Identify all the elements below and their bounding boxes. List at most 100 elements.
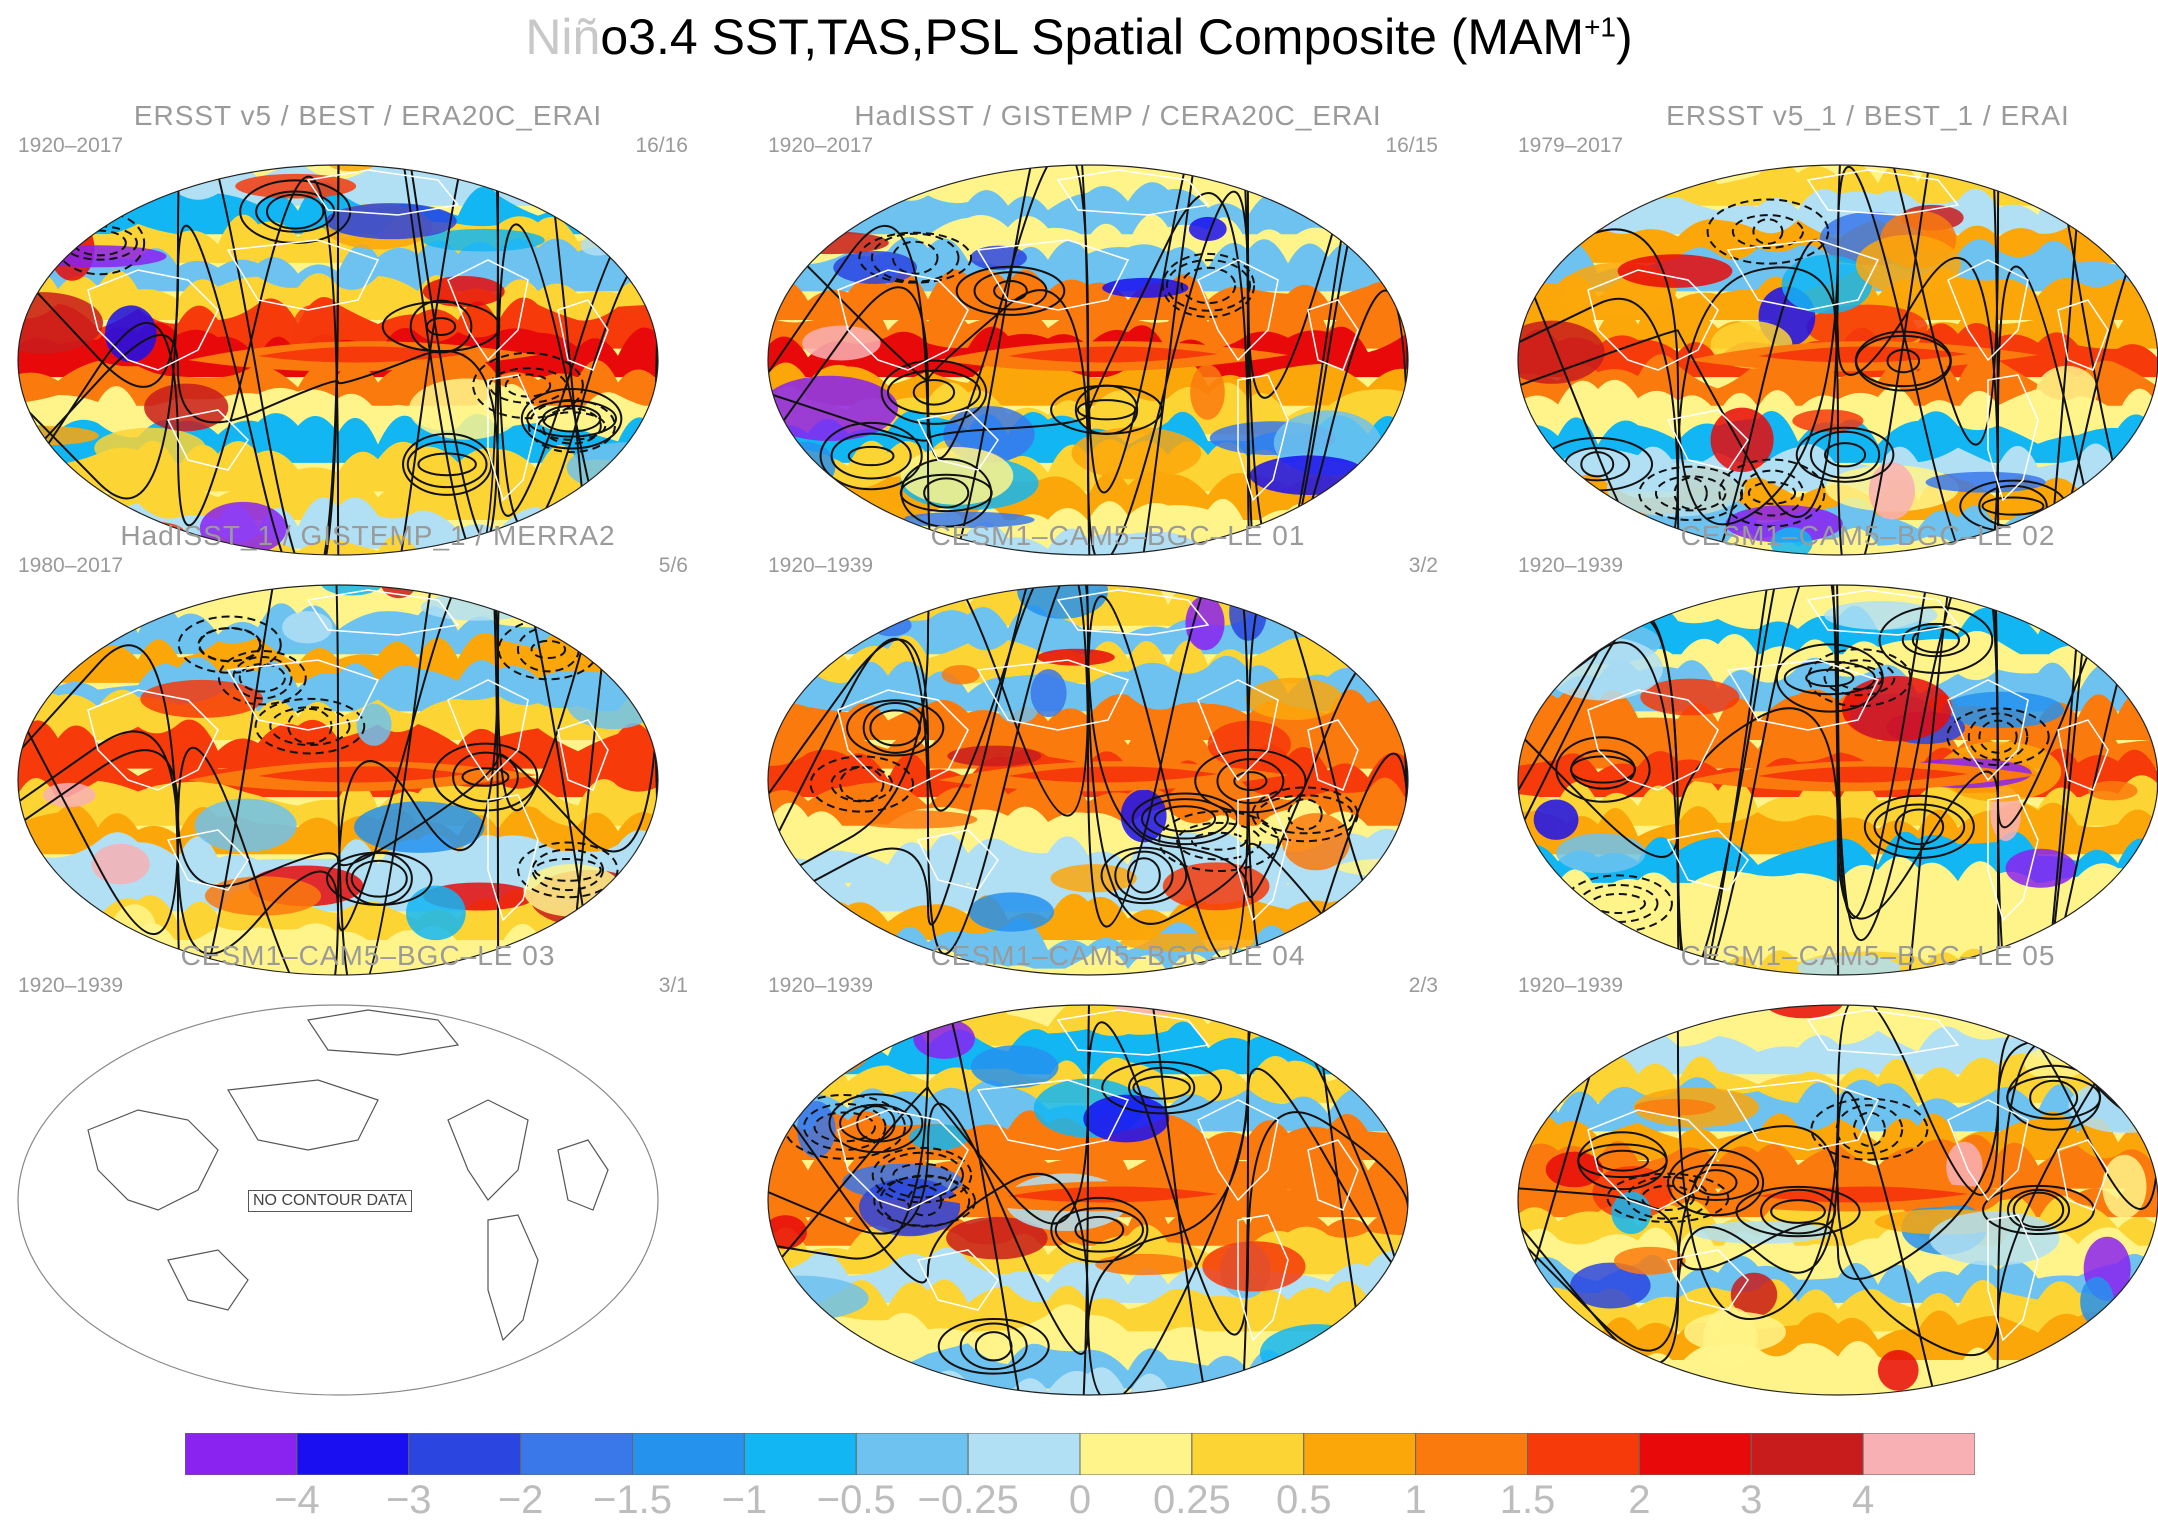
psl-contour [1739, 469, 1805, 517]
map-outline [17, 1004, 659, 1396]
coastline [1666, 829, 1749, 891]
field-anomaly-blob [1770, 527, 1813, 555]
colorbar-tick-label: 1 [1404, 1478, 1427, 1522]
psl-contour [406, 440, 488, 489]
field-anomaly-blob [1611, 1191, 1652, 1235]
panel-years: 1920–1939 [768, 974, 874, 997]
coastline [166, 409, 249, 471]
field-anomaly-blob [1634, 1098, 1716, 1116]
coastline [226, 239, 380, 311]
colorbar-tick-label: 4 [1852, 1478, 1875, 1522]
psl-contour-line [1518, 165, 2158, 555]
psl-contour [1127, 857, 1161, 894]
field-anomaly-blob [1518, 643, 1561, 676]
field-anomaly-blob [1684, 1311, 1786, 1353]
field-anomaly-blob [420, 593, 535, 621]
psl-contour [1809, 430, 1881, 479]
coastline [557, 719, 609, 791]
coastline [1666, 1249, 1749, 1311]
robinson-map [1517, 1004, 2158, 1396]
coastline [557, 1139, 609, 1211]
coastline [487, 1214, 539, 1342]
coastline [1987, 1214, 2039, 1342]
coastline [1726, 1079, 1880, 1151]
field-anomaly-blob [1188, 216, 1227, 242]
coastline [306, 589, 460, 636]
colorbar-swatch [1079, 1433, 1193, 1475]
field-anomaly-blob [1120, 933, 1256, 952]
field-anomaly-blob [1518, 320, 1605, 384]
figure-title: Niño3.4 SST,TAS,PSL Spatial Composite (M… [0, 8, 2158, 66]
robinson-map [767, 164, 1409, 556]
field-band [1518, 411, 2158, 463]
psl-contour [1718, 458, 1826, 528]
psl-contour [1706, 198, 1830, 265]
map-outline [1517, 164, 2158, 556]
psl-contour [1100, 846, 1188, 905]
psl-contour [1233, 771, 1268, 791]
psl-contour [1823, 659, 1896, 697]
field-anomaly-blob [2036, 365, 2098, 417]
panel-years: 1920–1939 [18, 974, 124, 997]
field-anomaly-blob [1730, 1272, 1778, 1317]
field-anomaly-blob [941, 665, 980, 685]
map-outline [767, 164, 1409, 556]
psl-contour [809, 755, 914, 813]
field-anomaly-blob [1824, 600, 1938, 630]
robinson-map [1517, 164, 2158, 556]
coastline [487, 794, 539, 922]
colorbar-tick-label: −0.5 [816, 1478, 896, 1522]
psl-contour [1823, 442, 1867, 468]
coastline [87, 269, 219, 371]
colorbar-tick-label: −3 [385, 1478, 432, 1522]
colorbar-swatch [967, 1433, 1081, 1475]
colorbar-swatch [632, 1433, 745, 1475]
coastline [226, 659, 380, 731]
field-band [768, 1279, 1408, 1332]
coastline [916, 409, 999, 471]
psl-contour [2012, 1191, 2065, 1229]
field-anomaly-blob [2088, 780, 2138, 801]
psl-contour [2006, 1188, 2071, 1232]
field-anomaly-blob [1190, 364, 1225, 420]
field-band [1518, 856, 2158, 912]
field-anomaly-blob [1259, 1324, 1375, 1382]
panel-event-count: 3/1 [658, 974, 688, 997]
field-anomaly-blob [909, 1124, 969, 1151]
field-anomaly-blob [1841, 675, 1952, 742]
field-band [1518, 379, 2158, 435]
psl-contour [937, 1317, 1050, 1375]
psl-contour [326, 851, 433, 906]
coastline [1197, 679, 1279, 782]
colorbar-swatch [1415, 1433, 1528, 1475]
field-anomaly-blob [913, 1018, 975, 1059]
coastline [1307, 1139, 1359, 1211]
field-anomaly-blob [768, 375, 899, 441]
psl-contour [923, 477, 970, 509]
field-anomaly-blob [2024, 1046, 2086, 1081]
psl-contour [269, 706, 351, 747]
map-panel: CESM1–CAM5–BGC–LE 03 1920–1939 3/1 NO CONTO… [8, 940, 728, 1396]
coastline [2057, 719, 2109, 791]
field-anomaly-blob [564, 178, 658, 222]
coastline [837, 269, 969, 371]
coastline [306, 1009, 460, 1056]
field-anomaly-blob [1207, 720, 1291, 769]
field-anomaly-blob [1017, 585, 1109, 619]
field-anomaly-blob [408, 378, 523, 440]
psl-contour [1074, 1215, 1125, 1244]
field-anomaly-blob [770, 231, 889, 255]
field-anomaly-blob [354, 801, 485, 853]
field-band [768, 1056, 1408, 1103]
field-band [18, 465, 658, 520]
psl-contour [541, 407, 602, 445]
coastline [1056, 169, 1210, 216]
robinson-map [1517, 584, 2158, 976]
field-anomaly-blob [18, 425, 99, 446]
psl-contour [1194, 748, 1307, 814]
psl-contour [1654, 475, 1727, 512]
coastline [167, 1249, 249, 1311]
coastline [166, 829, 249, 891]
coastline [1056, 1009, 1210, 1056]
psl-contour [1667, 1148, 1765, 1217]
